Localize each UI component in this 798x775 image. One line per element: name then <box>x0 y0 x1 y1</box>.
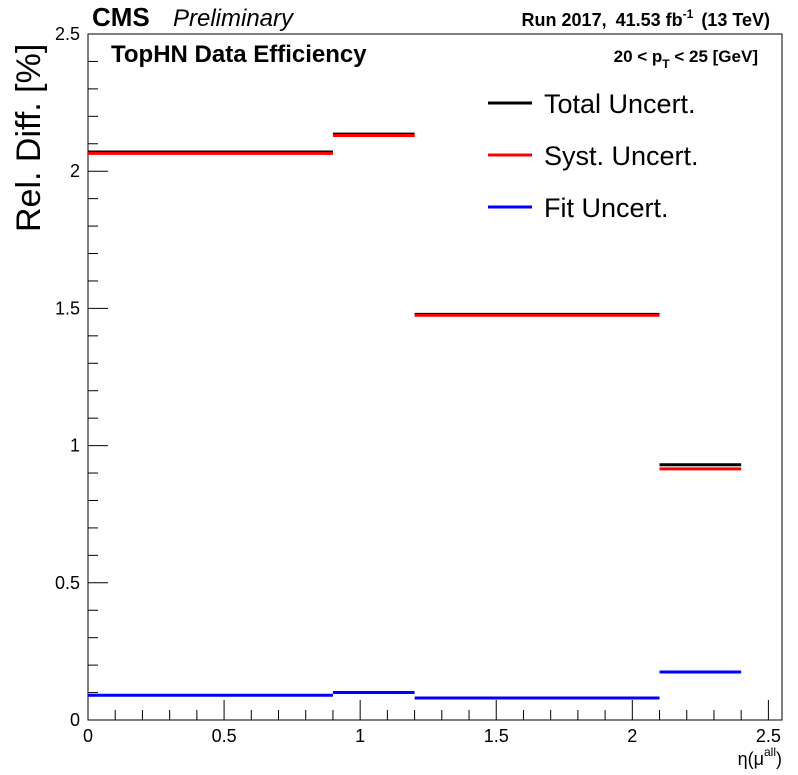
run-lumi-label: Run 2017, 41.53 fb-1 (13 TeV) <box>522 7 770 30</box>
kinematic-cut-label: 20 < pT < 25 [GeV] <box>614 47 758 71</box>
legend-entry-fit: Fit Uncert. <box>488 193 669 223</box>
lumi-exponent: -1 <box>683 7 694 21</box>
y-tick-label: 0.5 <box>55 573 80 593</box>
x-tick-label: 0.5 <box>212 726 237 746</box>
chart-title: TopHN Data Efficiency <box>111 41 367 68</box>
series-syst-uncert <box>88 134 742 471</box>
y-tick-label: 0 <box>70 710 80 730</box>
series-fit-uncert <box>88 670 742 700</box>
y-tick-label: 1 <box>70 436 80 456</box>
x-tick-label: 1.5 <box>484 726 509 746</box>
series-layer <box>88 132 742 700</box>
legend-label-total: Total Uncert. <box>544 89 696 119</box>
legend-label-syst: Syst. Uncert. <box>544 141 699 171</box>
tick-labels: 0 0.5 1 1.5 2 2.5 0 0.5 1 1.5 2 2.5 <box>55 24 781 746</box>
axis-ticks <box>87 33 769 721</box>
y-axis-title: Rel. Diff. [%] <box>10 44 48 232</box>
experiment-label: CMS <box>92 2 150 32</box>
legend: Total Uncert. Syst. Uncert. Fit Uncert. <box>488 89 699 223</box>
x-tick-label: 1 <box>355 726 365 746</box>
status-label: Preliminary <box>173 5 295 32</box>
legend-label-fit: Fit Uncert. <box>544 193 669 223</box>
legend-entry-total: Total Uncert. <box>488 89 696 119</box>
x-axis-title: η(μall) <box>738 745 782 769</box>
x-tick-label: 2 <box>627 726 637 746</box>
plot-frame <box>87 33 783 721</box>
run-label: Run 2017, <box>522 10 607 30</box>
lumi-value: 41.53 fb <box>616 10 683 30</box>
energy-label: (13 TeV) <box>701 10 770 30</box>
series-total-uncert <box>88 132 742 467</box>
y-tick-label: 1.5 <box>55 298 80 318</box>
legend-entry-syst: Syst. Uncert. <box>488 141 699 171</box>
x-tick-label: 2.5 <box>756 726 781 746</box>
y-tick-label: 2.5 <box>55 24 80 44</box>
y-tick-label: 2 <box>70 161 80 181</box>
x-tick-label: 0 <box>83 726 93 746</box>
